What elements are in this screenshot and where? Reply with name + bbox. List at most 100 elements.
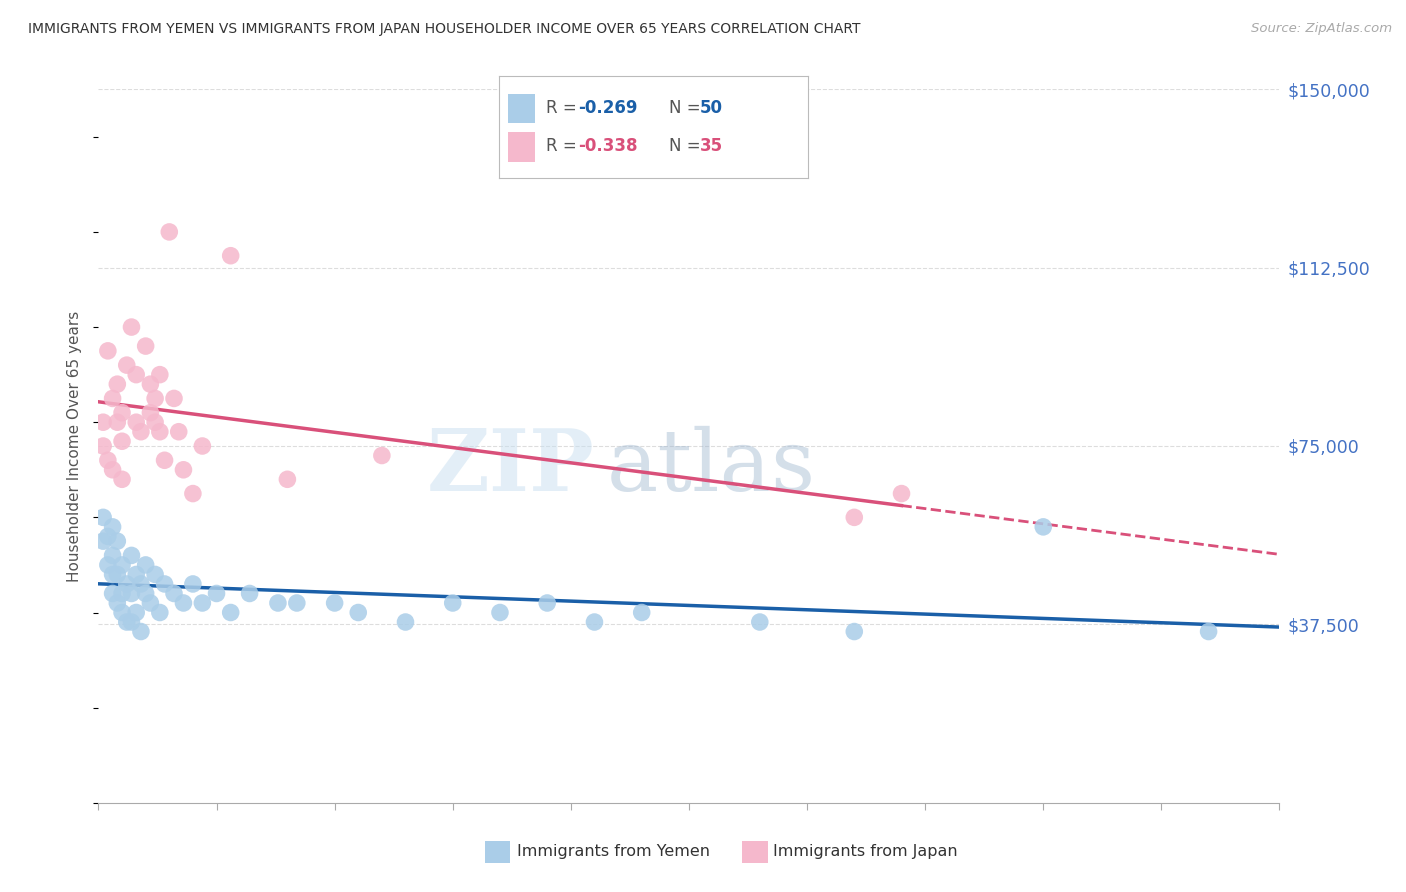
Point xyxy=(172,596,194,610)
Point xyxy=(844,624,866,639)
Point xyxy=(153,577,176,591)
Point xyxy=(125,567,148,582)
Point xyxy=(135,339,157,353)
Point xyxy=(347,606,370,620)
Text: -0.338: -0.338 xyxy=(578,137,637,155)
Point xyxy=(143,567,166,582)
Point xyxy=(121,320,143,334)
Point xyxy=(135,558,157,572)
Point xyxy=(157,225,180,239)
Point xyxy=(115,358,138,372)
Bar xyxy=(509,94,534,123)
Point xyxy=(219,249,242,263)
Point xyxy=(129,425,152,439)
Point xyxy=(143,392,166,406)
Point xyxy=(630,606,652,620)
Point xyxy=(1032,520,1054,534)
Point xyxy=(163,586,186,600)
Point xyxy=(371,449,394,463)
Point xyxy=(91,534,114,549)
Point xyxy=(323,596,346,610)
Text: N =: N = xyxy=(669,99,706,117)
Point xyxy=(139,596,162,610)
Point xyxy=(111,586,134,600)
Point xyxy=(149,606,172,620)
Point xyxy=(172,463,194,477)
Point xyxy=(143,415,166,429)
Point xyxy=(1198,624,1220,639)
Point xyxy=(101,567,124,582)
Point xyxy=(101,549,124,563)
Point xyxy=(129,624,152,639)
Y-axis label: Householder Income Over 65 years: Householder Income Over 65 years xyxy=(67,310,83,582)
Point xyxy=(125,606,148,620)
Point xyxy=(105,596,128,610)
Point xyxy=(101,463,124,477)
Point xyxy=(111,558,134,572)
Point xyxy=(139,406,162,420)
Point xyxy=(191,596,214,610)
Point xyxy=(105,415,128,429)
Point xyxy=(111,434,134,449)
Text: 35: 35 xyxy=(700,137,723,155)
Point xyxy=(121,549,143,563)
Point xyxy=(890,486,912,500)
Point xyxy=(181,577,204,591)
Point xyxy=(97,343,120,358)
Text: IMMIGRANTS FROM YEMEN VS IMMIGRANTS FROM JAPAN HOUSEHOLDER INCOME OVER 65 YEARS : IMMIGRANTS FROM YEMEN VS IMMIGRANTS FROM… xyxy=(28,22,860,37)
Point xyxy=(489,606,512,620)
Point xyxy=(111,406,134,420)
Point xyxy=(163,392,186,406)
Text: R =: R = xyxy=(546,99,582,117)
Point xyxy=(583,615,606,629)
Point xyxy=(121,586,143,600)
Point xyxy=(115,615,138,629)
Point xyxy=(205,586,228,600)
Point xyxy=(267,596,290,610)
Point xyxy=(105,567,128,582)
Point xyxy=(239,586,262,600)
Text: N =: N = xyxy=(669,137,706,155)
Point xyxy=(97,558,120,572)
Point xyxy=(91,510,114,524)
Point xyxy=(149,368,172,382)
Point xyxy=(115,577,138,591)
Point xyxy=(167,425,190,439)
Point xyxy=(91,439,114,453)
Point xyxy=(536,596,558,610)
Text: -0.269: -0.269 xyxy=(578,99,637,117)
Point xyxy=(181,486,204,500)
Point xyxy=(219,606,242,620)
Point xyxy=(105,377,128,392)
Point xyxy=(97,529,120,543)
Point xyxy=(129,577,152,591)
Text: 50: 50 xyxy=(700,99,723,117)
Point xyxy=(105,534,128,549)
Text: Immigrants from Yemen: Immigrants from Yemen xyxy=(517,845,710,859)
Point xyxy=(101,520,124,534)
Point xyxy=(91,415,114,429)
Text: R =: R = xyxy=(546,137,582,155)
Point xyxy=(139,377,162,392)
Text: ZIP: ZIP xyxy=(426,425,595,509)
Point xyxy=(101,586,124,600)
Point xyxy=(125,368,148,382)
Point xyxy=(441,596,464,610)
Point xyxy=(125,415,148,429)
Point xyxy=(97,453,120,467)
Point xyxy=(394,615,416,629)
Text: atlas: atlas xyxy=(606,425,815,509)
Point xyxy=(153,453,176,467)
Bar xyxy=(509,132,534,161)
Point xyxy=(111,606,134,620)
Point xyxy=(191,439,214,453)
Point xyxy=(748,615,770,629)
Point xyxy=(844,510,866,524)
Point xyxy=(285,596,308,610)
Point xyxy=(135,586,157,600)
Point xyxy=(149,425,172,439)
Point xyxy=(276,472,298,486)
Point xyxy=(121,615,143,629)
Text: Source: ZipAtlas.com: Source: ZipAtlas.com xyxy=(1251,22,1392,36)
Point xyxy=(101,392,124,406)
